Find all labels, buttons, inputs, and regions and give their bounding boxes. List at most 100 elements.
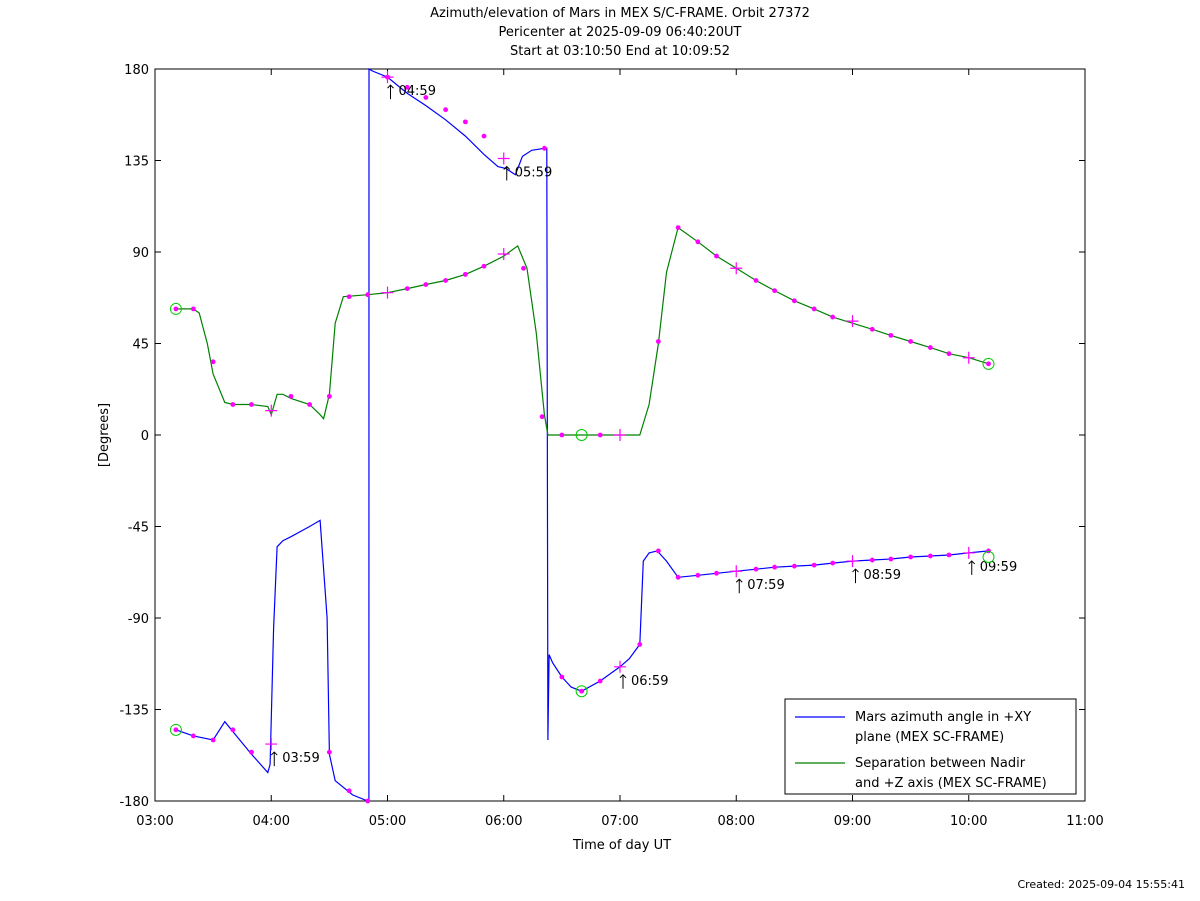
data-point-marker <box>346 294 352 300</box>
data-point-marker <box>462 119 468 125</box>
data-point-marker <box>655 339 661 344</box>
data-point-marker <box>927 553 933 559</box>
data-point-marker <box>230 402 236 407</box>
hour-arrow <box>735 578 743 594</box>
endpoint-circle <box>169 723 182 736</box>
hour-cross-marker <box>381 286 394 299</box>
data-point-marker <box>288 393 294 399</box>
data-point-marker <box>986 548 991 554</box>
y-tick-label: -90 <box>128 612 149 627</box>
series-line-1 <box>175 67 989 802</box>
endpoint-circle <box>575 429 588 441</box>
data-point-marker <box>811 562 817 568</box>
y-tick-label: 180 <box>124 63 149 78</box>
x-tick-label: 07:00 <box>601 814 638 829</box>
data-point-marker <box>481 133 487 139</box>
data-point-marker <box>404 84 410 90</box>
data-point-marker <box>190 306 196 312</box>
hour-cross-marker <box>614 429 626 441</box>
x-tick-label: 09:00 <box>834 814 871 829</box>
data-point-marker <box>326 749 332 755</box>
hour-label: 04:59 <box>399 84 436 99</box>
hour-label: 05:59 <box>515 165 552 180</box>
hour-cross-marker <box>265 738 278 751</box>
legend-label: plane (MEX SC-FRAME) <box>855 730 1004 745</box>
data-point-marker <box>326 393 332 399</box>
legend-box <box>784 698 1077 795</box>
hour-label: 06:59 <box>631 674 668 689</box>
data-point-marker <box>210 737 216 743</box>
data-point-marker <box>791 298 797 304</box>
y-axis-label: [Degrees] <box>97 403 112 467</box>
hour-cross-marker <box>381 71 394 84</box>
data-point-marker <box>365 292 371 298</box>
hour-cross-marker <box>962 351 975 364</box>
data-point-marker <box>559 674 565 680</box>
data-point-marker <box>173 727 179 733</box>
legend: Mars azimuth angle in +XY plane (MEX SC-F… <box>784 698 1077 795</box>
data-point-marker <box>753 566 759 572</box>
chart-title-line-2: Pericenter at 2025-09-09 06:40:20UT <box>498 25 742 40</box>
data-point-marker <box>190 733 196 739</box>
data-point-marker <box>249 749 254 755</box>
endpoint-circle <box>982 357 995 370</box>
axes: 03:00 04:00 05:00 06:00 07:00 08:00 09:00 10:00… <box>119 63 1103 829</box>
series-line-2 <box>175 226 989 436</box>
data-point-marker <box>772 564 778 570</box>
hour-arrow <box>503 165 511 181</box>
hour-label: 09:59 <box>980 560 1017 575</box>
data-point-marker <box>888 556 894 562</box>
hour-cross-marker <box>846 315 859 328</box>
x-tick-label: 06:00 <box>485 814 522 829</box>
data-point-marker <box>481 263 487 269</box>
data-point-marker <box>542 145 547 151</box>
hour-label: 07:59 <box>747 578 784 593</box>
hour-arrow <box>387 84 394 100</box>
data-point-marker <box>772 288 778 294</box>
data-point-marker <box>637 642 643 647</box>
x-axis-label: Time of day UT <box>572 838 671 853</box>
x-tick-label: 08:00 <box>718 814 755 829</box>
y-tick-label: -45 <box>128 521 149 536</box>
data-point-marker <box>830 560 836 566</box>
data-point-marker <box>714 253 719 259</box>
hour-cross-marker <box>497 248 510 261</box>
y-tick-label: 0 <box>141 429 149 444</box>
hour-arrow <box>270 751 278 767</box>
x-tick-label: 03:00 <box>136 814 173 829</box>
data-point-marker <box>230 727 236 733</box>
hour-cross-marker <box>497 152 510 165</box>
data-point-marker <box>675 574 681 580</box>
data-point-marker <box>811 306 817 312</box>
y-tick-label: -135 <box>119 704 149 719</box>
data-point-marker <box>210 359 216 365</box>
data-point-marker <box>346 788 352 794</box>
data-point-marker <box>655 548 661 554</box>
data-point-marker <box>908 339 914 344</box>
data-point-marker <box>908 554 914 560</box>
hour-cross-marker <box>730 262 743 275</box>
data-point-marker <box>946 351 952 357</box>
data-point-marker <box>830 314 836 320</box>
y-tick-label: 90 <box>132 246 149 261</box>
y-tick-label: 135 <box>124 155 149 170</box>
data-point-marker <box>597 678 603 684</box>
data-point-marker <box>695 572 701 578</box>
data-point-marker <box>946 552 952 558</box>
data-point-marker <box>714 570 719 576</box>
chart-title-line-3: Start at 03:10:50 End at 10:09:52 <box>509 44 731 59</box>
data-point-marker <box>443 107 449 113</box>
x-tick-label: 11:00 <box>1066 814 1103 829</box>
data-point-marker <box>443 278 449 283</box>
data-point-marker <box>986 361 991 367</box>
data-layer: 03:59 04:59 05:59 06:59 07:59 08:59 09:59 <box>169 67 1017 804</box>
data-point-marker <box>462 271 468 277</box>
data-point-marker <box>423 282 429 287</box>
x-tick-label: 05:00 <box>369 814 406 829</box>
data-point-marker <box>869 557 875 563</box>
data-point-marker <box>597 432 603 438</box>
hour-label: 08:59 <box>864 568 901 583</box>
hour-arrow <box>619 674 627 689</box>
hour-cross-marker <box>846 555 859 568</box>
